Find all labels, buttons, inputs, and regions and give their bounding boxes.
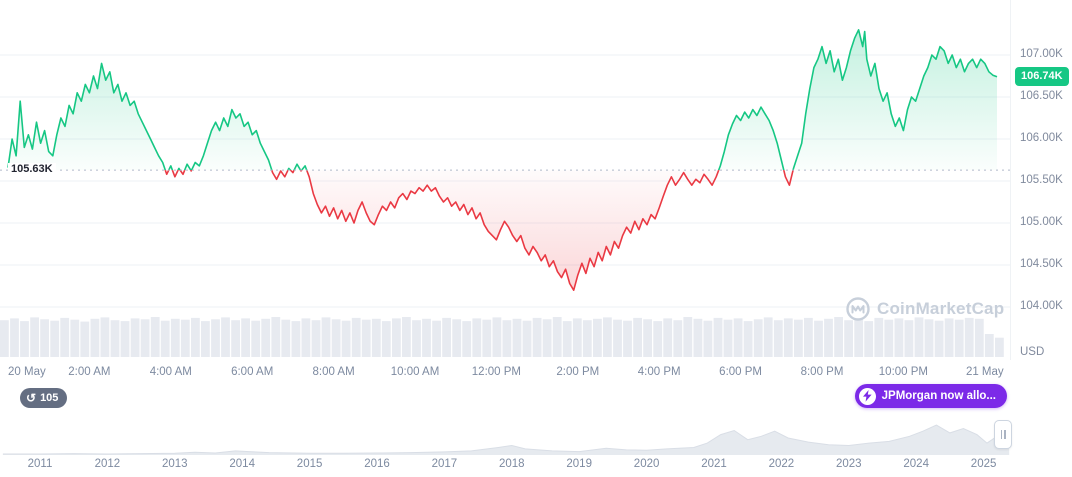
timeline-year[interactable]: 2022 bbox=[768, 458, 795, 470]
timeline-year[interactable]: 2016 bbox=[364, 458, 390, 470]
current-price-badge: 106.74K bbox=[1015, 66, 1069, 86]
x-axis-tick: 21 May bbox=[965, 366, 1004, 378]
timeline-year[interactable]: 2013 bbox=[162, 458, 188, 470]
y-axis: 106.74K USD 107.00K 106.50K 106.00K 105.50K… bbox=[1010, 0, 1072, 360]
timeline-year[interactable]: 2011 bbox=[27, 458, 53, 470]
minimap-area bbox=[2, 424, 1010, 455]
x-axis-tick: 10:00 PM bbox=[878, 366, 929, 378]
x-axis-tick: 20 May bbox=[8, 366, 46, 378]
x-axis-tick: 2:00 PM bbox=[556, 366, 600, 378]
y-axis-tick: 104.00K bbox=[1020, 300, 1063, 312]
timeline-year[interactable]: 2024 bbox=[903, 458, 929, 470]
lightning-icon bbox=[858, 387, 876, 405]
x-axis-tick: 6:00 AM bbox=[231, 366, 274, 378]
y-axis-tick: 106.00K bbox=[1020, 132, 1063, 144]
y-axis-tick: 105.50K bbox=[1020, 174, 1063, 186]
x-axis-tick: 12:00 PM bbox=[471, 366, 522, 378]
candle-countdown-badge[interactable]: ↺ 105 bbox=[20, 388, 68, 408]
coinmarketcap-logo-icon bbox=[846, 297, 870, 321]
price-line-up bbox=[7, 29, 998, 171]
timeline-year[interactable]: 2021 bbox=[701, 458, 727, 470]
x-axis: 20 May 2:00 AM 4:00 AM 6:00 AM 8:00 AM 10:00 … bbox=[0, 366, 1010, 382]
timeline-year[interactable]: 2018 bbox=[499, 458, 525, 470]
timeline-drag-handle[interactable] bbox=[994, 420, 1012, 449]
baseline-price-label: 105.63K bbox=[8, 163, 56, 175]
x-axis-tick: 8:00 AM bbox=[312, 366, 355, 378]
timeline-year[interactable]: 2019 bbox=[566, 458, 592, 470]
timeline-year[interactable]: 2015 bbox=[296, 458, 323, 470]
news-ticker-badge[interactable]: JPMorgan now allo... bbox=[854, 384, 1007, 408]
x-axis-tick: 4:00 PM bbox=[637, 366, 681, 378]
timeline-minimap[interactable] bbox=[0, 414, 1010, 456]
x-axis-tick: 8:00 PM bbox=[800, 366, 844, 378]
news-ticker-text: JPMorgan now allo... bbox=[881, 390, 996, 402]
price-line-down bbox=[164, 170, 794, 291]
minimap-line bbox=[2, 423, 1010, 455]
y-axis-tick: 104.50K bbox=[1020, 258, 1063, 270]
price-chart-svg[interactable] bbox=[0, 0, 1010, 360]
x-axis-tick: 10:00 AM bbox=[390, 366, 440, 378]
y-axis-tick: 106.50K bbox=[1020, 90, 1063, 102]
x-axis-tick: 4:00 AM bbox=[149, 366, 192, 378]
history-clock-icon: ↺ bbox=[26, 391, 37, 405]
timeline-year[interactable]: 2017 bbox=[431, 458, 458, 470]
timeline-year[interactable]: 2014 bbox=[229, 458, 255, 470]
timeline-year[interactable]: 2012 bbox=[94, 458, 121, 470]
x-axis-tick: 2:00 AM bbox=[68, 366, 111, 378]
candle-countdown-value: 105 bbox=[40, 392, 59, 404]
volume-bars bbox=[0, 317, 1004, 357]
area-below-baseline bbox=[8, 170, 997, 291]
timeline-year[interactable]: 2025 bbox=[970, 458, 997, 470]
timeline-year[interactable]: 2023 bbox=[836, 458, 862, 470]
timeline-year-labels: 2011 2012 2013 2014 2015 2016 2017 2018 2019 2020… bbox=[0, 458, 1010, 474]
y-axis-tick: 105.00K bbox=[1020, 216, 1063, 228]
watermark-text: CoinMarketCap bbox=[877, 299, 1005, 318]
area-above-baseline bbox=[8, 29, 997, 171]
watermark: CoinMarketCap bbox=[846, 297, 1004, 321]
x-axis-tick: 6:00 PM bbox=[719, 366, 763, 378]
y-axis-tick: 107.00K bbox=[1020, 48, 1063, 60]
currency-unit-label: USD bbox=[1020, 346, 1045, 358]
timeline-year[interactable]: 2020 bbox=[633, 458, 660, 470]
